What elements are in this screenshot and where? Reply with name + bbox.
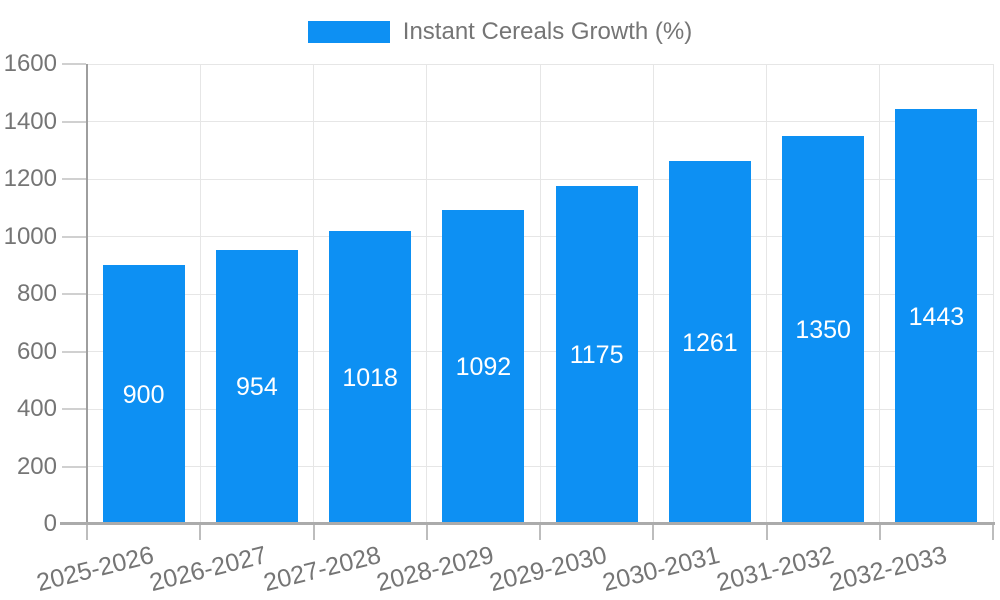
gridline-vertical xyxy=(313,64,314,524)
bar-value-label: 1175 xyxy=(569,341,624,370)
legend-swatch-icon xyxy=(307,21,390,43)
plot-area: 900 954 1018 1092 1175 1261 1350 1443 xyxy=(87,63,994,524)
y-axis-tick xyxy=(62,120,86,123)
y-axis-tick-label: 0 xyxy=(43,510,57,537)
y-axis-tick-label: 1200 xyxy=(3,165,57,192)
bar-value-label: 1350 xyxy=(795,315,851,344)
x-axis-tick xyxy=(86,525,88,540)
x-axis-category-label: 2030-2031 xyxy=(600,540,723,598)
bar-value-label: 954 xyxy=(236,372,278,401)
x-axis-category-label: 2031-2032 xyxy=(713,540,837,598)
gridline-vertical xyxy=(766,64,767,524)
x-axis-tick xyxy=(992,525,994,540)
bar-value-label: 1018 xyxy=(342,363,398,392)
x-axis-tick xyxy=(539,525,541,540)
y-axis-tick xyxy=(62,350,86,353)
chart-legend: Instant Cereals Growth (%) xyxy=(0,16,1000,48)
bar: 900 xyxy=(102,265,185,524)
bar: 1261 xyxy=(668,161,751,524)
bar-value-label: 1092 xyxy=(455,353,512,382)
y-axis-tick-label: 800 xyxy=(16,280,57,307)
x-axis-tick xyxy=(652,525,655,540)
x-axis-category-label: 2027-2028 xyxy=(260,540,384,598)
x-axis-tick xyxy=(312,525,315,540)
y-axis-tick xyxy=(62,293,86,295)
x-axis-category-label: 2032-2033 xyxy=(826,540,950,598)
y-axis-tick xyxy=(62,178,86,180)
x-axis-category-label: 2026-2027 xyxy=(147,540,270,598)
y-axis-tick xyxy=(62,465,86,468)
bar: 1018 xyxy=(329,231,412,524)
bar-value-label: 900 xyxy=(122,380,165,409)
bar: 1443 xyxy=(895,109,978,524)
y-axis-tick xyxy=(62,408,86,410)
x-axis-category-label: 2028-2029 xyxy=(373,540,497,598)
bar: 1350 xyxy=(782,135,865,524)
y-axis-tick-label: 400 xyxy=(16,395,57,422)
y-axis-tick-label: 200 xyxy=(16,452,57,480)
x-axis-tick xyxy=(765,525,768,540)
gridline-vertical xyxy=(426,64,428,524)
x-axis-tick xyxy=(425,525,428,540)
y-axis-tick-label: 1400 xyxy=(3,107,57,135)
y-axis-tick-label: 1000 xyxy=(3,222,57,250)
x-axis-category-label: 2025-2026 xyxy=(33,540,157,598)
x-axis-tick xyxy=(878,525,881,540)
x-axis-line xyxy=(60,522,995,525)
bar-value-label: 1443 xyxy=(908,302,965,331)
gridline-vertical xyxy=(879,64,881,524)
bar: 1175 xyxy=(555,186,638,524)
bar-value-label: 1261 xyxy=(682,328,738,357)
gridline-vertical xyxy=(539,64,541,524)
bar: 954 xyxy=(215,249,298,524)
bar: 1092 xyxy=(442,210,525,524)
gridline-vertical xyxy=(992,64,994,524)
y-axis-tick-label: 1600 xyxy=(3,50,57,77)
y-axis-tick-label: 600 xyxy=(16,337,57,365)
x-axis-category-label: 2029-2030 xyxy=(486,540,610,598)
legend-label: Instant Cereals Growth (%) xyxy=(402,18,693,45)
gridline-vertical xyxy=(652,64,654,524)
gridline-vertical xyxy=(199,64,201,524)
y-axis-line xyxy=(86,64,88,524)
x-axis-tick xyxy=(199,525,202,540)
y-axis-tick xyxy=(62,235,86,238)
y-axis-tick xyxy=(62,63,86,65)
